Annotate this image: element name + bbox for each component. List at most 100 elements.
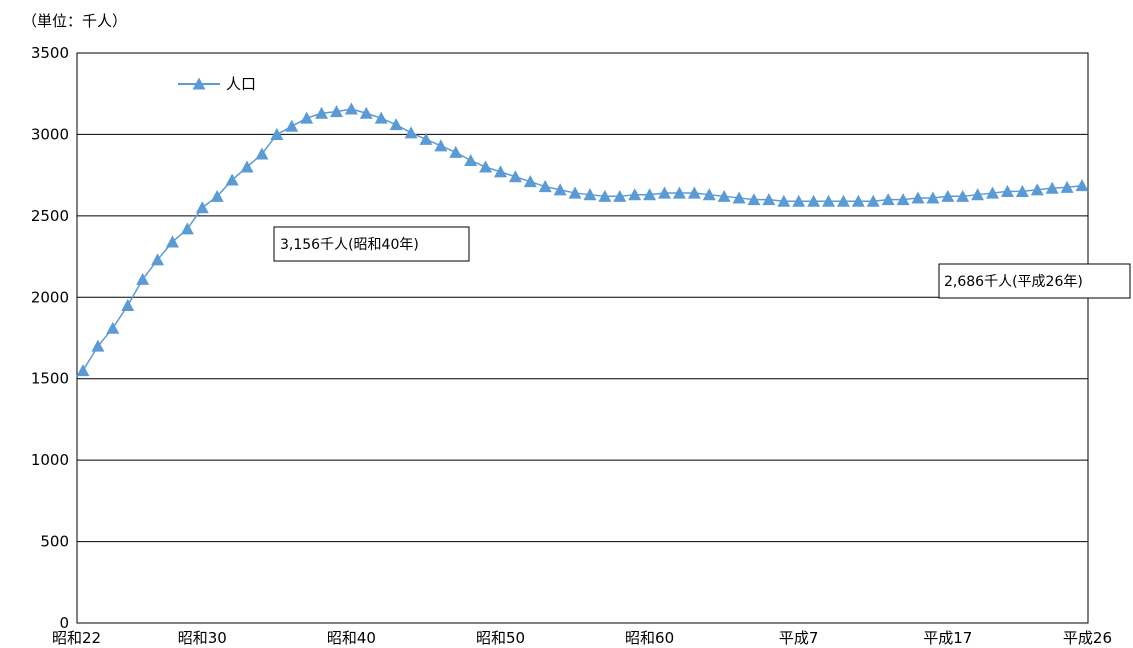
data-point-triangle xyxy=(344,102,358,115)
data-point-triangle xyxy=(807,194,821,207)
annotation-peak-box xyxy=(273,226,470,262)
y-tick-label: 3500 xyxy=(31,44,69,62)
data-point-triangle xyxy=(986,186,1000,199)
plot-area-frame xyxy=(76,52,1089,624)
data-point-triangle xyxy=(866,194,880,207)
data-point-triangle xyxy=(836,194,850,207)
data-point-triangle xyxy=(195,201,209,214)
x-axis-ticks: 昭和22 昭和30 昭和40 昭和50 昭和60 平成7 平成17 平成26 xyxy=(52,629,1112,647)
y-tick-label: 1500 xyxy=(31,370,69,388)
y-tick-label: 2500 xyxy=(31,207,69,225)
data-point-triangle xyxy=(822,194,836,207)
data-point-triangle xyxy=(434,139,448,152)
data-point-triangle xyxy=(687,186,701,199)
data-point-triangle xyxy=(941,189,955,202)
y-tick-label: 3000 xyxy=(31,125,69,143)
y-tick-label: 0 xyxy=(59,614,69,632)
x-tick-label: 平成7 xyxy=(779,629,819,647)
data-point-triangle xyxy=(553,183,567,196)
data-point-triangle xyxy=(493,165,507,178)
data-point-triangle xyxy=(1060,180,1074,193)
data-point-triangle xyxy=(598,189,612,202)
annotation-peak-1965: 3,156千人(昭和40年) xyxy=(273,226,470,262)
data-point-triangle xyxy=(359,106,373,119)
data-point-triangle xyxy=(851,194,865,207)
data-point-triangle xyxy=(1030,183,1044,196)
data-point-triangle xyxy=(389,118,403,131)
x-tick-label: 昭和50 xyxy=(476,629,525,647)
data-point-triangle xyxy=(300,111,314,124)
x-tick-label: 昭和40 xyxy=(327,629,376,647)
data-point-triangle xyxy=(792,194,806,207)
data-point-triangle xyxy=(225,173,239,186)
data-point-triangle xyxy=(702,188,716,201)
data-point-triangle xyxy=(449,145,463,158)
data-point-triangle xyxy=(464,153,478,167)
data-point-triangle xyxy=(583,188,597,201)
series-layer xyxy=(76,102,1089,377)
data-point-triangle xyxy=(106,321,120,334)
data-point-triangle xyxy=(896,193,910,206)
annotation-end-2014: 2,686千人(平成26年) xyxy=(938,263,1131,299)
y-tick-label: 2000 xyxy=(31,288,69,306)
x-tick-label: 平成26 xyxy=(1063,629,1112,647)
data-point-triangle xyxy=(956,189,970,202)
data-point-triangle xyxy=(523,175,537,188)
data-point-triangle xyxy=(136,272,150,285)
data-point-triangle xyxy=(717,189,731,202)
data-point-triangle xyxy=(747,193,761,206)
annotation-end-box xyxy=(938,263,1131,299)
data-point-triangle xyxy=(91,339,105,352)
data-point-triangle xyxy=(1045,181,1059,194)
data-point-triangle xyxy=(881,193,895,206)
data-point-triangle xyxy=(508,170,522,183)
data-point-triangle xyxy=(1075,179,1089,192)
data-point-triangle xyxy=(613,189,627,202)
annotation-end-text: 2,686千人(平成26年) xyxy=(944,274,1083,290)
data-point-triangle xyxy=(315,106,329,119)
legend-label-population: 人口 xyxy=(226,75,256,93)
legend: 人口 xyxy=(178,75,256,93)
data-point-triangle xyxy=(1000,184,1014,197)
x-tick-label: 平成17 xyxy=(923,629,972,647)
y-axis-ticks: 0 500 1000 1500 2000 2500 3000 3500 xyxy=(31,44,69,632)
data-point-triangle xyxy=(643,188,657,201)
x-tick-label: 昭和22 xyxy=(52,629,101,647)
data-point-triangle xyxy=(762,193,776,206)
data-point-triangle xyxy=(628,188,642,201)
data-point-triangle xyxy=(732,191,746,204)
data-point-triangle xyxy=(658,186,672,199)
data-point-triangle xyxy=(240,160,254,173)
data-point-triangle xyxy=(270,127,284,140)
data-point-triangle xyxy=(911,191,925,204)
data-point-triangle xyxy=(151,253,165,266)
data-point-triangle xyxy=(538,180,552,193)
x-tick-label: 昭和60 xyxy=(625,629,674,647)
data-point-triangle xyxy=(121,298,135,311)
data-point-triangle xyxy=(165,235,179,248)
data-point-triangle xyxy=(404,126,418,139)
data-point-triangle xyxy=(419,132,433,145)
data-point-triangle xyxy=(76,364,90,377)
data-point-triangle xyxy=(374,111,388,124)
data-point-triangle xyxy=(329,105,343,118)
data-point-triangle xyxy=(777,194,791,207)
data-point-triangle xyxy=(926,191,940,204)
data-point-triangle xyxy=(672,186,686,199)
y-tick-label: 500 xyxy=(40,533,69,551)
gridlines xyxy=(77,133,1088,543)
data-point-triangle xyxy=(568,186,582,199)
unit-label: （単位：千人） xyxy=(22,12,127,30)
data-point-triangle xyxy=(180,222,194,235)
x-tick-label: 昭和30 xyxy=(178,629,227,647)
data-point-triangle xyxy=(1015,184,1029,197)
data-point-triangle xyxy=(210,189,224,202)
data-point-triangle xyxy=(285,119,299,132)
data-point-triangle xyxy=(971,188,985,201)
data-point-triangle xyxy=(255,147,269,160)
legend-triangle-marker xyxy=(192,77,206,90)
series-line-population xyxy=(82,108,1083,371)
y-tick-label: 1000 xyxy=(31,451,69,469)
annotation-peak-text: 3,156千人(昭和40年) xyxy=(280,237,419,253)
